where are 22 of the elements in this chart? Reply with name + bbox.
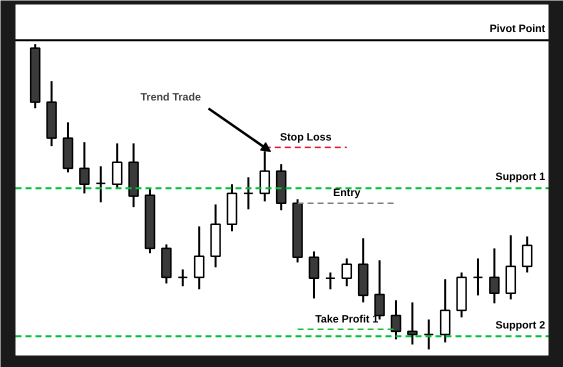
candlestick xyxy=(243,176,254,210)
ref-line-label: Support 2 xyxy=(495,319,546,332)
candlestick xyxy=(308,250,320,300)
candlestick xyxy=(178,268,188,288)
ref-line-label: Support 1 xyxy=(495,171,546,184)
candlestick xyxy=(489,247,500,304)
candlestick xyxy=(390,299,402,340)
candlestick xyxy=(522,235,532,274)
candlestick xyxy=(79,141,90,194)
candlestick xyxy=(407,301,418,346)
candlestick xyxy=(342,257,352,288)
series-label: Stop Loss xyxy=(280,131,332,144)
candlestick xyxy=(112,142,122,190)
candlestick xyxy=(194,225,204,290)
ref-line-label: Pivot Point xyxy=(490,23,546,36)
candlestick xyxy=(374,259,385,320)
candlestick xyxy=(424,318,434,350)
candlestick xyxy=(96,165,106,204)
candlestick xyxy=(325,271,336,290)
candlestick xyxy=(472,257,484,296)
annotation: Trend Trade xyxy=(140,92,201,104)
series-label: Entry xyxy=(333,187,360,200)
